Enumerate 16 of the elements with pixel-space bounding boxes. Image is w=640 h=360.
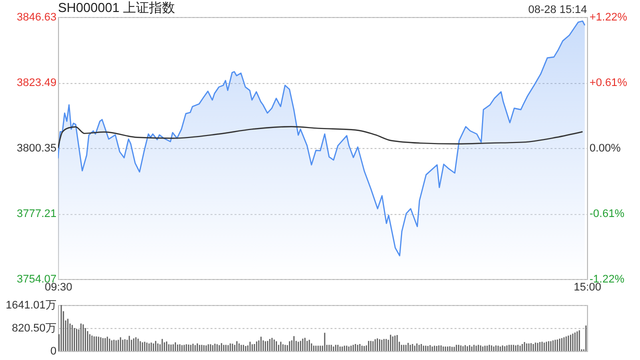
y-tick-label: 3846.63 bbox=[16, 12, 56, 24]
y-tick-label: 820.50万 bbox=[12, 322, 56, 334]
x-tick-label: 09:30 bbox=[44, 282, 72, 294]
y-tick-label: 0 bbox=[50, 346, 56, 358]
y-tick-label: 3823.49 bbox=[16, 77, 56, 89]
line-series bbox=[58, 126, 584, 149]
y2-tick-label: -0.61% bbox=[590, 208, 625, 220]
y2-tick-label: +1.22% bbox=[590, 12, 628, 24]
y-tick-label: 3800.35 bbox=[16, 142, 56, 154]
x-tick-label: 15:00 bbox=[574, 282, 602, 294]
text: 08-28 15:14 bbox=[528, 4, 587, 16]
y-tick-label: 3777.21 bbox=[16, 208, 56, 220]
chart-title: SH000001 上证指数 bbox=[58, 0, 176, 15]
y-tick-label: 1641.01万 bbox=[6, 300, 56, 312]
y2-tick-label: +0.61% bbox=[590, 77, 628, 89]
y2-tick-label: 0.00% bbox=[590, 142, 621, 154]
